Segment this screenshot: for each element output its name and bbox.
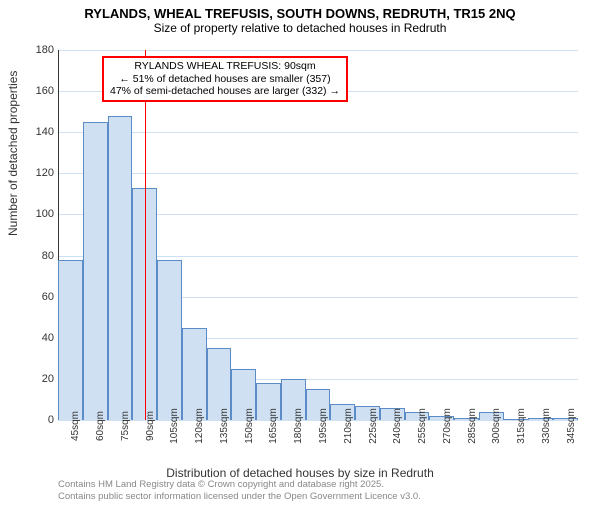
y-tick-label: 180 xyxy=(28,44,54,56)
histogram-bar xyxy=(108,116,133,420)
histogram-bar xyxy=(157,260,182,420)
marker-line xyxy=(145,50,146,420)
x-tick-label: 210sqm xyxy=(343,408,354,444)
x-tick-label: 150sqm xyxy=(244,408,255,444)
y-tick-label: 20 xyxy=(28,373,54,385)
y-tick-label: 40 xyxy=(28,332,54,344)
x-tick-label: 120sqm xyxy=(194,408,205,444)
bars-container xyxy=(58,50,578,420)
x-tick-label: 330sqm xyxy=(541,408,552,444)
x-tick-label: 105sqm xyxy=(169,408,180,444)
x-tick-label: 195sqm xyxy=(318,408,329,444)
x-tick-label: 240sqm xyxy=(392,408,403,444)
plot: RYLANDS WHEAL TREFUSIS: 90sqm ← 51% of d… xyxy=(58,50,578,420)
annotation-line-1: RYLANDS WHEAL TREFUSIS: 90sqm xyxy=(110,60,340,73)
footer-line-2: Contains public sector information licen… xyxy=(58,491,421,502)
y-tick-label: 160 xyxy=(28,85,54,97)
annotation-line-2: ← 51% of detached houses are smaller (35… xyxy=(110,73,340,86)
x-tick-label: 135sqm xyxy=(219,408,230,444)
x-tick-label: 285sqm xyxy=(467,408,478,444)
y-tick-label: 0 xyxy=(28,414,54,426)
x-tick-label: 180sqm xyxy=(293,408,304,444)
y-tick-label: 140 xyxy=(28,126,54,138)
annotation-box: RYLANDS WHEAL TREFUSIS: 90sqm ← 51% of d… xyxy=(102,56,348,102)
histogram-bar xyxy=(182,328,207,421)
y-tick-label: 120 xyxy=(28,167,54,179)
x-tick-label: 270sqm xyxy=(442,408,453,444)
x-tick-label: 225sqm xyxy=(368,408,379,444)
x-tick-label: 75sqm xyxy=(120,411,131,441)
x-tick-label: 315sqm xyxy=(516,408,527,444)
y-tick-label: 100 xyxy=(28,208,54,220)
chart-subtitle: Size of property relative to detached ho… xyxy=(0,21,600,35)
chart-area: RYLANDS WHEAL TREFUSIS: 90sqm ← 51% of d… xyxy=(58,50,578,420)
histogram-bar xyxy=(58,260,83,420)
x-axis-label: Distribution of detached houses by size … xyxy=(0,466,600,480)
y-tick-label: 80 xyxy=(28,250,54,262)
x-tick-label: 345sqm xyxy=(566,408,577,444)
footer-line-1: Contains HM Land Registry data © Crown c… xyxy=(58,479,421,490)
x-tick-label: 90sqm xyxy=(145,411,156,441)
y-axis-label: Number of detached properties xyxy=(6,71,20,236)
annotation-line-3: 47% of semi-detached houses are larger (… xyxy=(110,85,340,98)
chart-title: RYLANDS, WHEAL TREFUSIS, SOUTH DOWNS, RE… xyxy=(0,6,600,21)
x-tick-label: 60sqm xyxy=(95,411,106,441)
x-tick-label: 45sqm xyxy=(70,411,81,441)
y-tick-label: 60 xyxy=(28,291,54,303)
x-tick-label: 255sqm xyxy=(417,408,428,444)
x-tick-label: 300sqm xyxy=(491,408,502,444)
footer: Contains HM Land Registry data © Crown c… xyxy=(58,479,421,502)
x-tick-label: 165sqm xyxy=(268,408,279,444)
histogram-bar xyxy=(83,122,108,420)
